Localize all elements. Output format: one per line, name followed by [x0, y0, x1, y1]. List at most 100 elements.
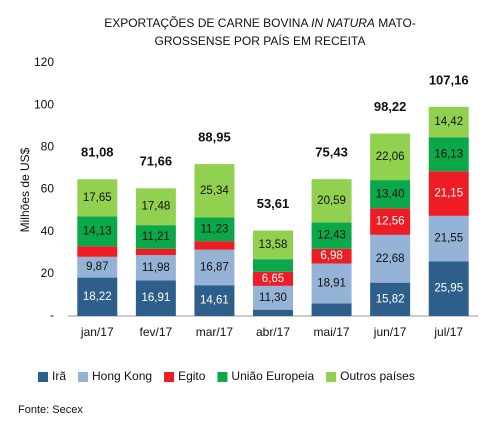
- data-label: 12,43: [317, 230, 346, 242]
- total-label: 81,08: [81, 145, 114, 160]
- total-label: 75,43: [315, 145, 348, 160]
- x-tick-label: jun/17: [373, 325, 407, 339]
- x-tick-label: fev/17: [140, 325, 173, 339]
- data-label: 11,98: [142, 262, 170, 274]
- data-label: 9,87: [86, 261, 108, 273]
- data-label: 25,95: [434, 283, 463, 295]
- legend-swatch: [78, 372, 89, 382]
- data-label: 22,06: [376, 151, 405, 163]
- x-tick-label: jul/17: [433, 325, 463, 339]
- data-label: 15,82: [376, 293, 405, 305]
- y-tick-label: 80: [41, 140, 55, 154]
- chart-title: EXPORTAÇÕES DE CARNE BOVINA IN NATURA MA…: [104, 15, 416, 30]
- bar-segment: [311, 179, 352, 223]
- bar-segment: [370, 208, 411, 235]
- bar-segment: [370, 180, 411, 209]
- total-label: 88,95: [198, 130, 231, 145]
- bar-segment: [253, 259, 293, 272]
- bar-segment: [77, 277, 118, 316]
- data-label: 17,48: [141, 201, 170, 213]
- chart-title: GROSSENSE POR PAÍS EM RECEITA: [155, 33, 366, 48]
- data-label: 22,68: [376, 253, 405, 265]
- data-label: 14,61: [200, 295, 229, 307]
- bar-segment: [370, 133, 411, 181]
- bar-segment: [253, 271, 293, 286]
- bar-segment: [428, 215, 469, 262]
- bar-segment: [135, 280, 176, 316]
- bar-segment: [253, 285, 293, 310]
- source-note: Fonte: Secex: [18, 404, 83, 416]
- data-label: 16,87: [200, 261, 229, 273]
- data-label: 18,91: [317, 277, 346, 289]
- data-label: 25,34: [200, 185, 229, 197]
- total-label: 107,16: [429, 72, 469, 87]
- bar-segment: [194, 217, 235, 242]
- total-label: 53,61: [257, 196, 290, 211]
- bar-segment: [311, 248, 352, 264]
- x-tick-label: mar/17: [196, 325, 234, 339]
- bar-segment: [135, 255, 176, 281]
- x-tick-label: jan/17: [80, 325, 114, 339]
- bar-segment: [135, 248, 176, 256]
- x-tick-label: mai/17: [314, 325, 350, 339]
- x-tick-label: abr/17: [256, 325, 290, 339]
- y-tick-label: -: [50, 308, 54, 322]
- y-tick-label: 60: [41, 182, 55, 196]
- bar-segment: [428, 171, 469, 216]
- y-tick-label: 20: [41, 266, 55, 280]
- legend-label: Irã: [52, 369, 66, 383]
- bar-segment: [194, 241, 235, 250]
- total-label: 71,66: [140, 154, 173, 169]
- data-label: 6,98: [320, 250, 342, 262]
- legend-swatch: [217, 372, 228, 382]
- data-label: 11,23: [200, 223, 228, 235]
- bar-segment: [77, 179, 118, 217]
- data-label: 6,65: [262, 273, 284, 285]
- bar-segment: [77, 216, 118, 247]
- data-label: 14,13: [83, 225, 112, 237]
- bar-segment: [428, 261, 469, 316]
- data-label: 16,91: [141, 292, 170, 304]
- bar-segment: [135, 188, 176, 226]
- legend-swatch: [164, 372, 175, 382]
- data-label: 11,21: [142, 231, 170, 243]
- bar-segment: [194, 285, 235, 316]
- y-tick-label: 120: [34, 55, 54, 69]
- data-label: 13,40: [376, 188, 405, 200]
- data-label: 11,30: [259, 292, 287, 304]
- total-label: 98,22: [374, 99, 407, 114]
- bar-segment: [428, 137, 469, 172]
- data-label: 14,42: [434, 116, 463, 128]
- y-tick-label: 100: [34, 97, 54, 111]
- legend-swatch: [38, 372, 48, 382]
- legend-label: União Europeia: [231, 369, 314, 383]
- bar-segment: [311, 303, 352, 316]
- legend-label: Hong Kong: [92, 369, 152, 383]
- legend-label: Egito: [178, 369, 206, 383]
- bar-segment: [370, 234, 411, 283]
- bar-segment: [194, 164, 235, 218]
- bar-segment: [428, 106, 469, 138]
- bar-segment: [311, 263, 352, 304]
- legend-swatch: [326, 372, 337, 382]
- data-label: 13,58: [259, 239, 288, 251]
- bar-segment: [77, 246, 118, 257]
- data-label: 12,56: [376, 216, 405, 228]
- bar-segment: [370, 282, 411, 316]
- data-label: 17,65: [83, 192, 112, 204]
- data-label: 16,13: [434, 148, 463, 160]
- bar-segment: [311, 222, 352, 249]
- data-label: 21,15: [434, 188, 463, 200]
- data-label: 21,55: [434, 233, 463, 245]
- y-axis-label: Milhões de US$: [18, 147, 32, 232]
- legend-label: Outros países: [340, 369, 415, 383]
- bar-segment: [194, 249, 235, 286]
- data-label: 20,59: [317, 195, 346, 207]
- bar-segment: [135, 225, 176, 249]
- bar-segment: [253, 309, 293, 316]
- bar-segment: [253, 230, 293, 260]
- y-tick-label: 40: [41, 224, 55, 238]
- bar-segment: [77, 256, 118, 278]
- data-label: 18,22: [83, 291, 112, 303]
